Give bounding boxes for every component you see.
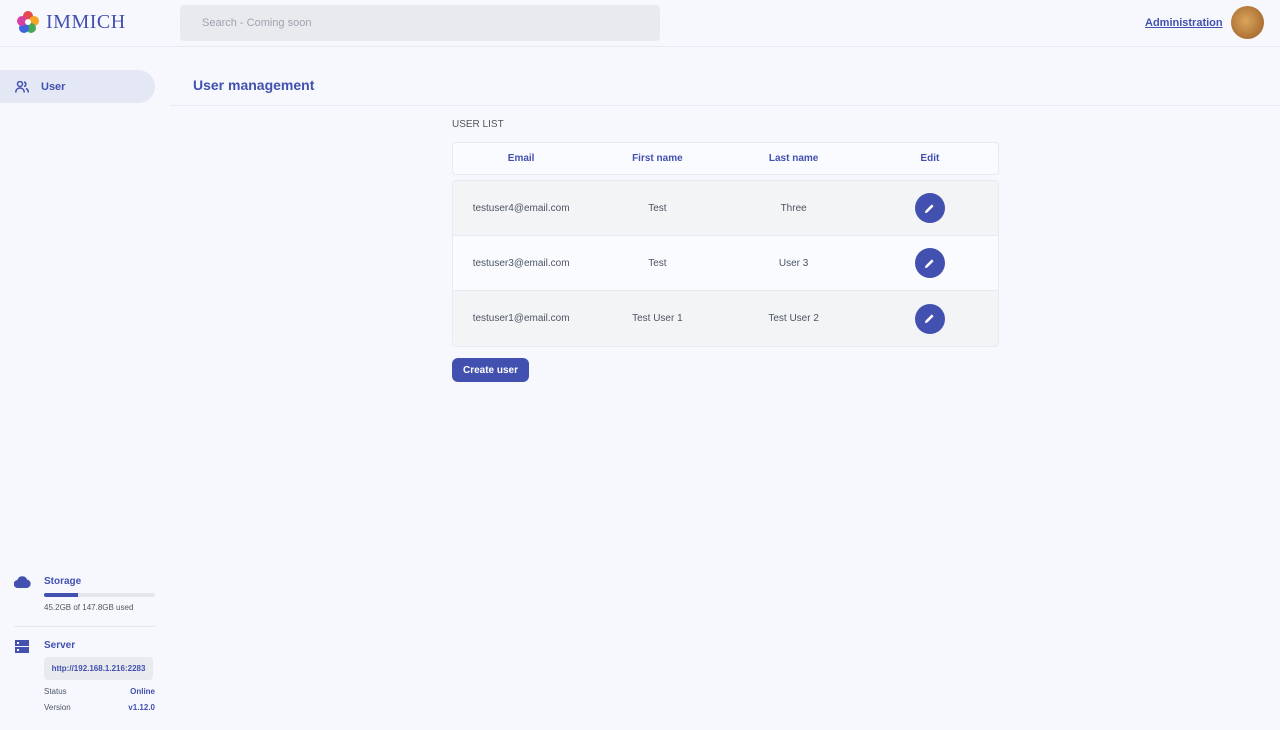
email-cell: testuser1@email.com xyxy=(472,313,570,324)
user-table: testuser4@email.com Test Three testuser3… xyxy=(452,180,999,347)
edit-user-button[interactable] xyxy=(914,248,945,278)
avatar[interactable] xyxy=(1231,6,1264,39)
section-title: USER LIST xyxy=(452,119,504,130)
storage-usage: 45.2GB of 147.8GB used xyxy=(44,603,134,612)
edit-user-button[interactable] xyxy=(914,193,945,223)
search-input[interactable] xyxy=(180,5,660,41)
storage-bar xyxy=(44,593,155,597)
status-value: Online xyxy=(130,687,155,696)
users-icon xyxy=(15,80,29,93)
column-last-name: Last name xyxy=(768,153,819,164)
table-row: testuser3@email.com Test User 3 xyxy=(453,236,998,291)
server-label: Server xyxy=(44,640,76,651)
logo[interactable]: IMMICH xyxy=(16,10,126,34)
last-name-cell: Three xyxy=(780,202,807,214)
divider xyxy=(170,105,1280,106)
app-name: IMMICH xyxy=(46,10,126,33)
pencil-icon xyxy=(925,203,934,213)
first-name-cell: Test xyxy=(648,257,667,269)
divider xyxy=(14,626,155,627)
column-first-name: First name xyxy=(632,153,683,164)
sidebar-item-user[interactable]: User xyxy=(0,70,155,103)
server-icon xyxy=(15,640,29,653)
status-label: Status xyxy=(44,687,67,696)
first-name-cell: Test xyxy=(648,202,667,214)
storage-panel: Storage 45.2GB of 147.8GB used xyxy=(14,576,155,612)
pencil-icon xyxy=(925,258,934,268)
table-row: testuser1@email.com Test User 1 Test Use… xyxy=(453,291,998,346)
email-cell: testuser3@email.com xyxy=(472,257,570,269)
email-cell: testuser4@email.com xyxy=(472,202,570,214)
edit-user-button[interactable] xyxy=(914,303,945,334)
table-header: Email First name Last name Edit xyxy=(452,142,999,175)
storage-bar-fill xyxy=(44,593,78,597)
column-email: Email xyxy=(507,153,535,164)
cloud-icon xyxy=(14,576,31,588)
first-name-cell: Test User 1 xyxy=(632,313,683,324)
column-edit: Edit xyxy=(920,153,940,164)
table-row: testuser4@email.com Test Three xyxy=(453,181,998,236)
pencil-icon xyxy=(925,314,934,324)
sidebar-item-label: User xyxy=(41,80,66,93)
last-name-cell: User 3 xyxy=(778,257,809,269)
page-title: User management xyxy=(193,77,315,93)
server-url: http://192.168.1.216:2283 xyxy=(44,657,153,680)
server-status: Status Online xyxy=(44,687,155,696)
create-user-button[interactable]: Create user xyxy=(452,358,529,382)
administration-link[interactable]: Administration xyxy=(1145,17,1223,29)
storage-label: Storage xyxy=(44,576,82,587)
server-version: Version v1.12.0 xyxy=(44,703,155,712)
top-bar: IMMICH Administration xyxy=(0,0,1280,47)
last-name-cell: Test User 2 xyxy=(768,313,819,324)
immich-logo-icon xyxy=(17,11,39,33)
version-value: v1.12.0 xyxy=(128,703,155,712)
version-label: Version xyxy=(44,703,71,712)
